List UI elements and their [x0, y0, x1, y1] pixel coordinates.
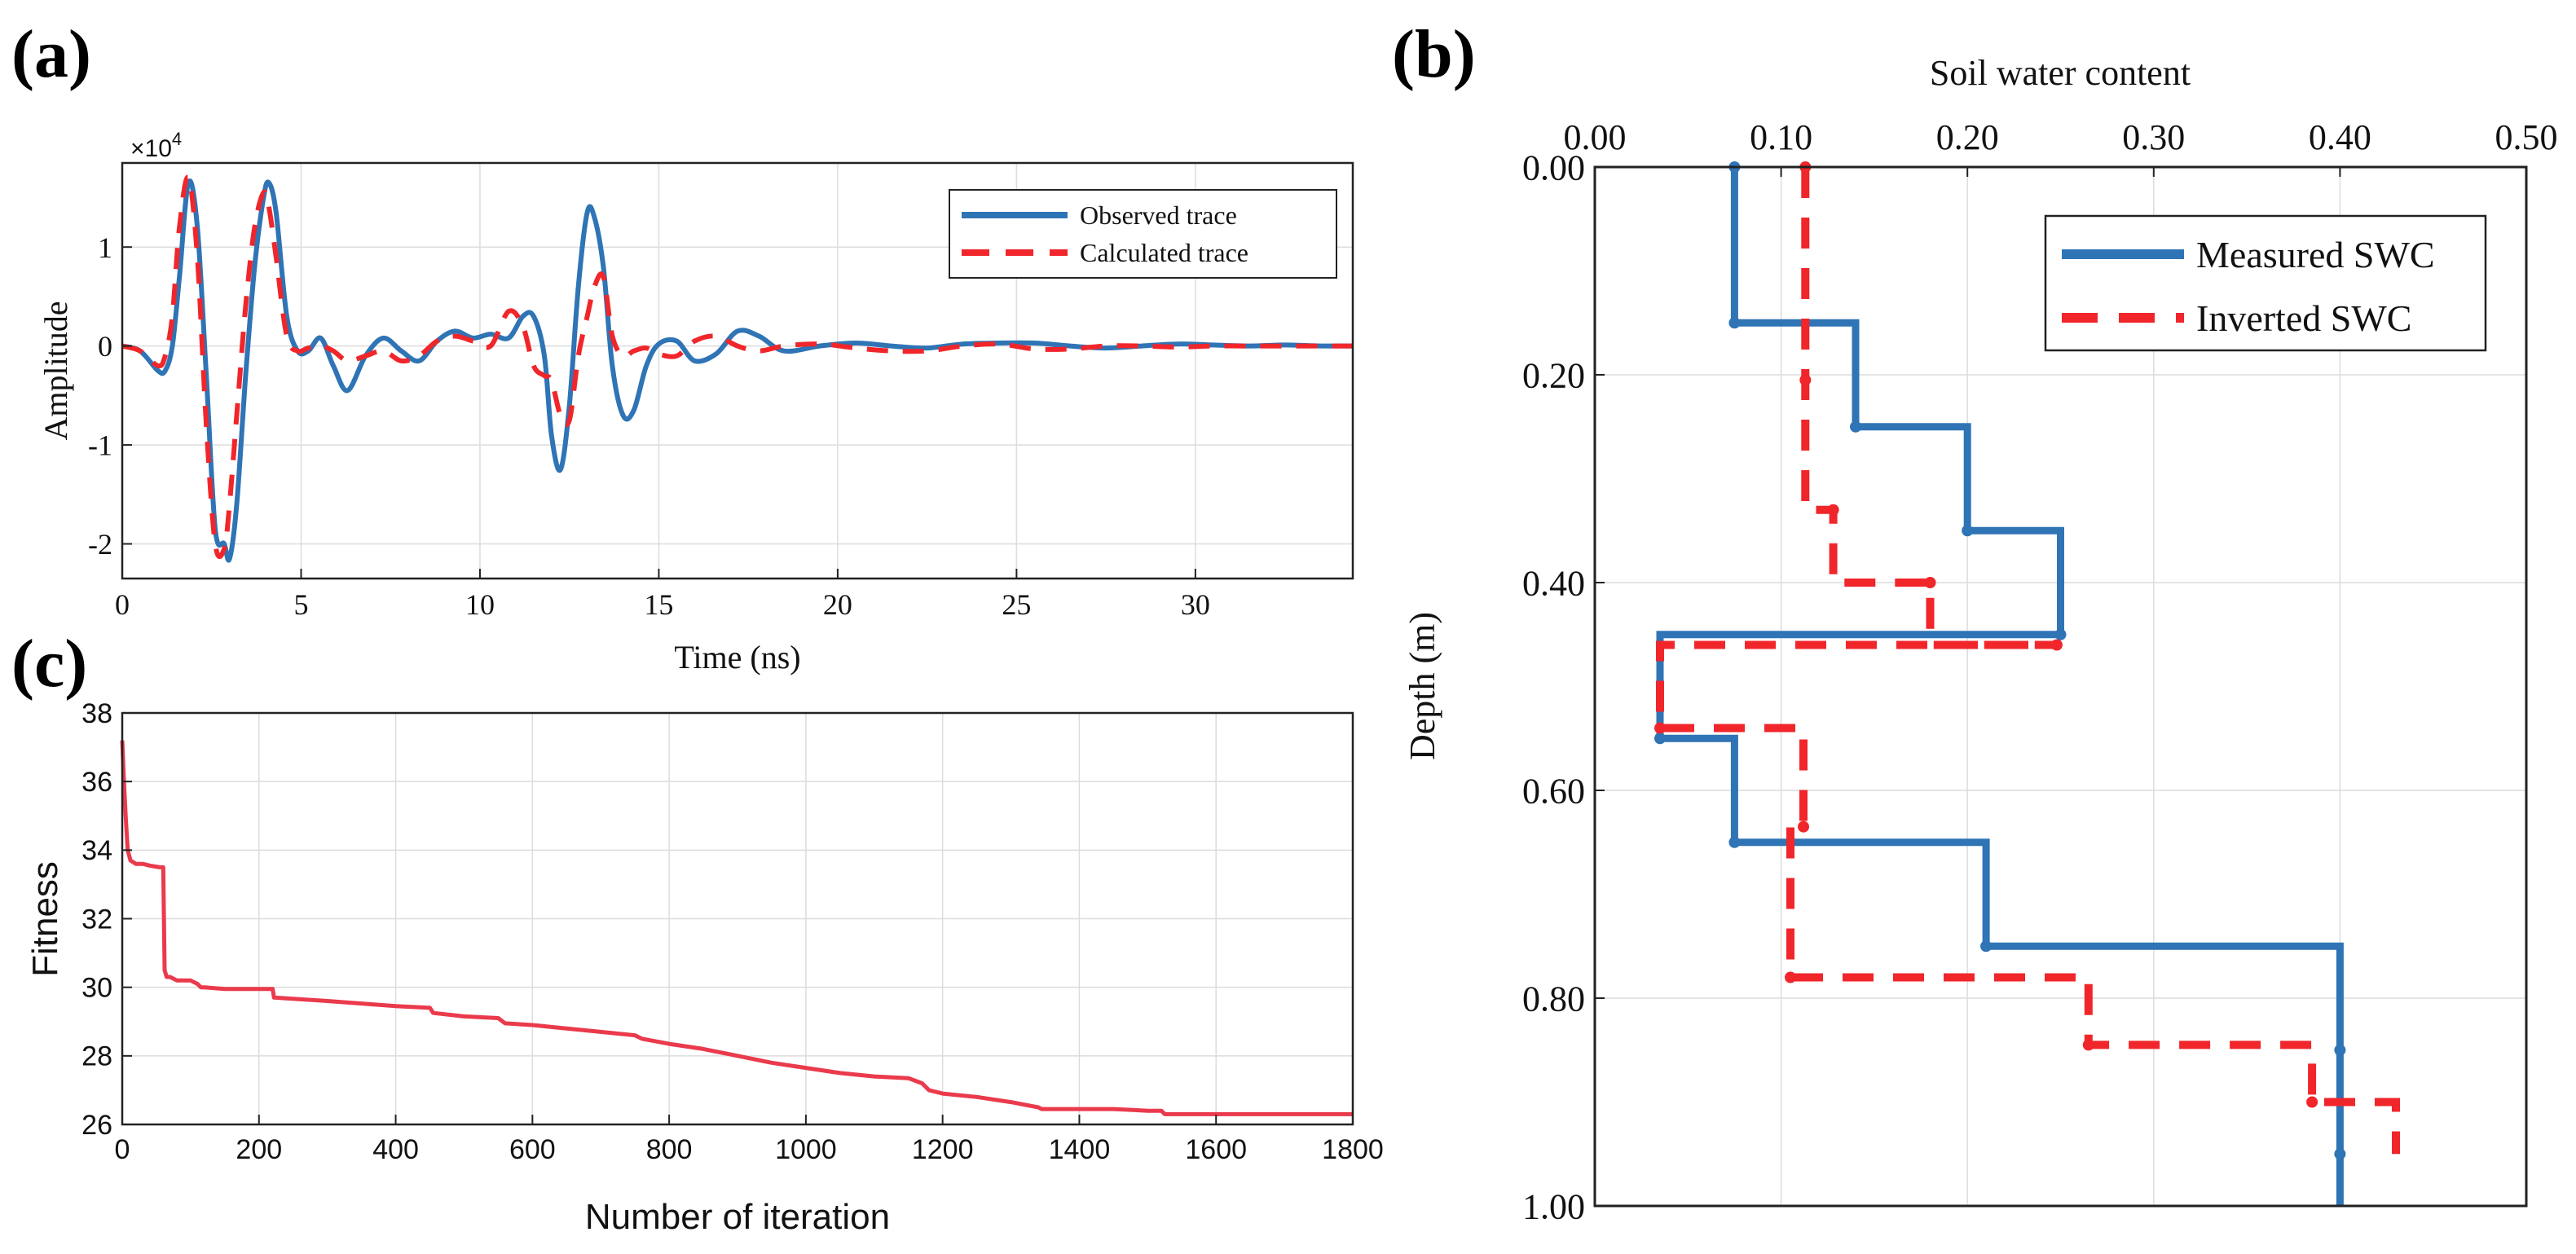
a-xtick-label: 25	[1002, 588, 1031, 621]
panel-b: (b) 0.00 0.10 0.20 0.30 0.40 0.50 0.00 0.20 0.40…	[1392, 16, 2558, 1226]
a-xtick-label: 10	[465, 588, 495, 621]
panel-c: (c) 0 200 400 600 800 1000 1200 1400 1600 1800 26 2…	[11, 626, 1384, 1237]
c-ytick-label: 34	[81, 835, 112, 866]
b-ytick-label: 0.00	[1522, 147, 1585, 187]
panel-b-legend-inverted: Inverted SWC	[2196, 297, 2411, 339]
a-ytick-label: 0	[98, 330, 112, 363]
c-xtick-label: 1800	[1322, 1134, 1384, 1165]
b-ytick-label: 0.80	[1522, 979, 1585, 1019]
c-xtick-label: 1400	[1049, 1134, 1111, 1165]
panel-c-label: (c)	[11, 626, 87, 702]
measured-swc-point	[1654, 733, 1667, 745]
measured-swc-point	[1728, 317, 1741, 329]
a-xtick-label: 20	[823, 588, 852, 621]
panel-a-xlabel: Time (ns)	[674, 639, 800, 675]
c-ytick-label: 28	[81, 1041, 112, 1072]
panel-b-title: Soil water content	[1930, 53, 2191, 93]
inverted-swc-point	[1799, 374, 1812, 386]
panel-a-legend-observed: Observed trace	[1080, 200, 1237, 230]
measured-swc-point	[1980, 940, 1993, 953]
c-xtick-label: 200	[236, 1134, 282, 1165]
a-xtick-label: 0	[115, 588, 130, 621]
c-ytick-label: 30	[81, 973, 112, 1004]
panel-a-legend-box	[949, 189, 1337, 279]
inverted-swc-point	[2306, 1096, 2318, 1108]
c-xtick-label: 1200	[912, 1134, 974, 1165]
observed-trace-line	[121, 178, 1354, 563]
inverted-swc-point	[1654, 722, 1667, 734]
measured-swc-point	[1850, 420, 1862, 433]
panel-a-frame	[121, 161, 1354, 580]
a-xtick-label: 15	[644, 588, 673, 621]
inverted-swc-point	[1924, 577, 1936, 588]
panel-a-series	[121, 174, 1354, 563]
panel-b-series	[1654, 161, 2400, 1206]
a-ytick-label: -2	[88, 528, 112, 561]
b-ytick-label: 1.00	[1522, 1186, 1585, 1226]
a-ytick-label: 1	[98, 231, 112, 264]
b-xtick-label: 0.00	[1564, 117, 1627, 157]
c-xtick-label: 1000	[775, 1134, 837, 1165]
panel-b-legend-measured: Measured SWC	[2196, 234, 2435, 275]
panel-a: (a) 0 5 10 15 20 25 30 -2 -1 0 1 ×104 Time (ns) Am…	[11, 16, 1354, 675]
b-xtick-label: 0.10	[1750, 117, 1812, 157]
b-xtick-label: 0.20	[1936, 117, 1999, 157]
c-xtick-label: 1600	[1185, 1134, 1247, 1165]
measured-swc-point	[2334, 1044, 2346, 1056]
measured-swc-point	[2054, 628, 2067, 640]
panel-b-ylabel: Depth (m)	[1402, 612, 1442, 760]
panel-c-ticks: 0 200 400 600 800 1000 1200 1400 1600 1800 26 28 30 3…	[81, 698, 1384, 1165]
b-ytick-label: 0.20	[1522, 355, 1585, 395]
b-xtick-label: 0.30	[2122, 117, 2185, 157]
c-xtick-label: 600	[509, 1134, 556, 1165]
panel-b-frame	[1593, 165, 2528, 1208]
a-ytick-label: -1	[88, 429, 112, 462]
c-xtick-label: 400	[372, 1134, 419, 1165]
measured-swc-point	[1728, 836, 1741, 848]
b-xtick-label: 0.50	[2495, 117, 2558, 157]
panel-a-ylabel: Amplitude	[37, 301, 74, 440]
c-ytick-label: 32	[81, 904, 112, 935]
b-ytick-label: 0.40	[1522, 563, 1585, 603]
c-ytick-label: 36	[81, 767, 112, 798]
inverted-swc-point	[2082, 1039, 2094, 1051]
panel-a-ticks: 0 5 10 15 20 25 30 -2 -1 0 1	[88, 231, 1210, 621]
panel-a-legend-calculated: Calculated trace	[1080, 238, 1248, 267]
panel-c-xlabel: Number of iteration	[585, 1197, 890, 1237]
panel-c-series	[120, 740, 1353, 1116]
a-xtick-label: 30	[1181, 588, 1210, 621]
panel-a-legend: Observed trace Calculated trace	[949, 189, 1337, 279]
panel-b-ticks: 0.00 0.10 0.20 0.30 0.40 0.50 0.00 0.20 0.40 0.60…	[1522, 117, 2558, 1226]
inverted-swc-point	[1785, 971, 1797, 983]
inverted-swc-point	[1827, 504, 1839, 516]
fitness-curve	[120, 740, 1353, 1116]
panel-a-exponent: ×104	[130, 129, 182, 162]
c-xtick-label: 800	[646, 1134, 693, 1165]
panel-c-ylabel: Fitness	[25, 861, 65, 977]
b-xtick-label: 0.40	[2309, 117, 2371, 157]
inverted-swc-point	[1798, 821, 1810, 833]
panel-b-label: (b)	[1392, 16, 1476, 92]
a-xtick-label: 5	[293, 588, 308, 621]
c-xtick-label: 0	[115, 1134, 130, 1165]
inverted-swc-point	[2050, 639, 2063, 651]
measured-swc-point	[2334, 1148, 2346, 1160]
c-ytick-label: 26	[81, 1110, 112, 1141]
panel-a-label: (a)	[11, 16, 91, 92]
panel-b-legend-box	[2044, 214, 2487, 352]
c-ytick-label: 38	[81, 698, 112, 729]
panel-b-legend: Measured SWC Inverted SWC	[2044, 214, 2487, 352]
b-ytick-label: 0.60	[1522, 771, 1585, 811]
measured-swc-point	[1962, 525, 1974, 537]
